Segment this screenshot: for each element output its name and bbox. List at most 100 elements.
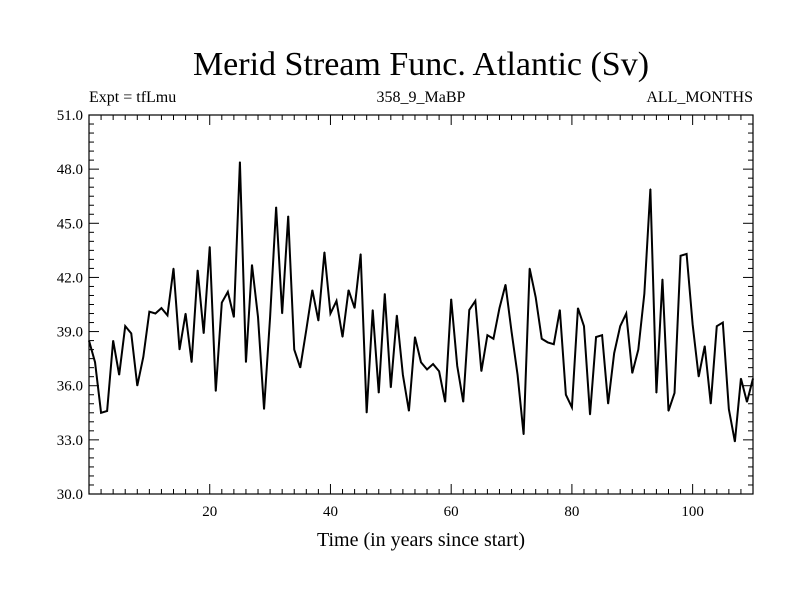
data-point (112, 340, 114, 342)
data-point (752, 377, 754, 380)
data-point (184, 312, 187, 315)
data-point (88, 340, 90, 342)
data-point (589, 413, 591, 416)
data-point (372, 309, 374, 311)
data-point (172, 267, 175, 269)
data-point (565, 394, 567, 396)
data-point (468, 309, 470, 311)
data-point (203, 332, 205, 334)
data-point (716, 325, 718, 327)
data-point (746, 401, 748, 403)
data-point (160, 307, 163, 309)
data-point (432, 363, 434, 365)
data-point (728, 408, 730, 410)
data-point (390, 386, 392, 389)
data-point (535, 296, 537, 298)
data-point (136, 385, 138, 387)
data-point (293, 349, 295, 351)
data-point (366, 412, 368, 414)
data-point (209, 246, 211, 248)
data-point (269, 316, 271, 318)
data-point (474, 300, 476, 302)
data-point (734, 441, 736, 443)
data-point (480, 370, 482, 372)
data-point (504, 284, 507, 286)
data-point (692, 323, 694, 325)
subtitle-left: Expt = tfLmu (89, 89, 176, 106)
data-point (347, 289, 350, 291)
data-point (637, 349, 639, 351)
data-point (619, 325, 621, 327)
data-point (577, 307, 579, 309)
data-point (360, 253, 362, 255)
data-point (215, 390, 217, 392)
data-point (148, 311, 150, 313)
data-point (402, 374, 404, 376)
data-point (486, 334, 488, 336)
x-tick-label: 60 (444, 504, 459, 520)
data-point (601, 334, 603, 336)
data-point (643, 293, 645, 295)
data-point (625, 312, 627, 315)
series-layer (88, 161, 754, 443)
data-point (710, 403, 712, 405)
data-point (613, 352, 615, 354)
series-line (88, 161, 754, 442)
data-point (396, 314, 398, 316)
data-point (287, 215, 289, 217)
data-point (698, 376, 700, 378)
data-point (444, 401, 446, 403)
data-point (426, 368, 428, 371)
y-tick-label: 39.0 (57, 325, 83, 341)
data-point (661, 278, 664, 280)
x-tick-label: 100 (681, 504, 704, 520)
data-point (94, 361, 96, 363)
data-point (239, 161, 241, 163)
data-point (106, 410, 108, 412)
data-point (100, 412, 102, 414)
data-point (257, 316, 259, 318)
data-point (142, 356, 144, 358)
data-point (462, 401, 464, 403)
data-point (233, 316, 235, 318)
data-point (510, 330, 513, 333)
y-tick-label: 42.0 (57, 270, 83, 286)
data-point (166, 314, 169, 316)
data-point (655, 392, 658, 394)
data-point (118, 374, 120, 376)
subtitle-center: 358_9_MaBP (377, 89, 466, 106)
data-point (384, 293, 386, 295)
data-point (420, 361, 422, 363)
data-point (686, 253, 688, 255)
data-point (667, 410, 670, 412)
data-point (516, 374, 519, 376)
data-point (275, 206, 277, 208)
data-point (245, 361, 247, 363)
data-point (673, 392, 676, 394)
data-point (679, 255, 682, 257)
data-point (178, 349, 181, 351)
y-tick-label: 30.0 (57, 487, 83, 503)
data-point (124, 325, 126, 327)
data-point (498, 307, 501, 309)
y-tick-label: 36.0 (57, 379, 83, 395)
data-point (378, 392, 380, 394)
data-point (311, 289, 313, 291)
y-tick-label: 33.0 (57, 433, 83, 449)
y-tick-label: 48.0 (57, 162, 83, 178)
data-point (523, 433, 525, 436)
data-point (607, 403, 609, 405)
x-tick-label: 40 (323, 504, 338, 520)
chart-title: Merid Stream Func. Atlantic (Sv) (193, 46, 649, 83)
data-point (323, 251, 326, 253)
data-point (221, 302, 223, 304)
data-point (251, 264, 253, 266)
x-tick-label: 20 (202, 504, 217, 520)
data-point (547, 341, 549, 343)
x-axis-label: Time (in years since start) (317, 529, 525, 551)
data-point (722, 321, 724, 324)
x-tick-label: 80 (564, 504, 579, 520)
data-point (649, 188, 651, 190)
x-axis: 20 40 60 80 100 (100, 115, 742, 520)
